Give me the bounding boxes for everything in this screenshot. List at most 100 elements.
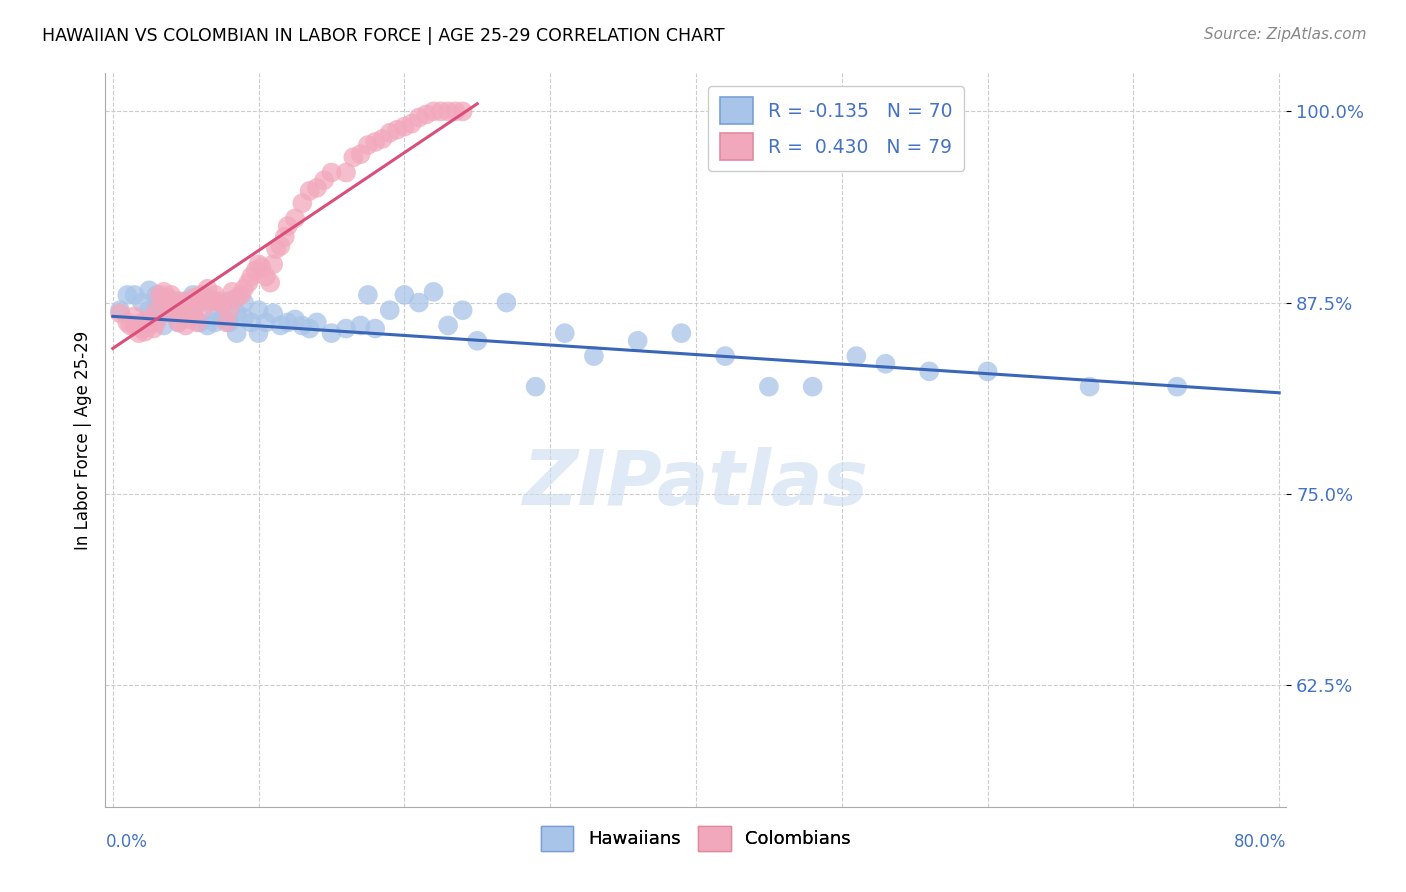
Point bbox=[554, 326, 576, 340]
Point bbox=[437, 104, 460, 119]
Point bbox=[245, 263, 267, 277]
Point bbox=[378, 126, 401, 140]
Point bbox=[298, 184, 321, 198]
Point bbox=[160, 304, 183, 318]
Point bbox=[117, 288, 139, 302]
Point bbox=[197, 318, 219, 333]
Point bbox=[394, 120, 416, 134]
Point bbox=[495, 295, 517, 310]
Point bbox=[138, 318, 160, 333]
Point bbox=[335, 165, 357, 179]
Text: Source: ZipAtlas.com: Source: ZipAtlas.com bbox=[1204, 27, 1367, 42]
Point bbox=[160, 288, 183, 302]
Y-axis label: In Labor Force | Age 25-29: In Labor Force | Age 25-29 bbox=[73, 331, 91, 549]
Point bbox=[247, 257, 270, 271]
Point bbox=[145, 288, 167, 302]
Point bbox=[124, 288, 146, 302]
Point bbox=[437, 318, 460, 333]
Point bbox=[148, 288, 170, 302]
Point bbox=[218, 315, 240, 329]
Point bbox=[138, 283, 160, 297]
Point bbox=[181, 303, 204, 318]
Point bbox=[128, 326, 150, 340]
Point bbox=[284, 312, 307, 326]
Point bbox=[134, 325, 156, 339]
Point bbox=[160, 306, 183, 320]
Point bbox=[627, 334, 650, 348]
Point bbox=[167, 315, 190, 329]
Point bbox=[364, 135, 387, 149]
Point bbox=[401, 117, 423, 131]
Point bbox=[152, 293, 174, 308]
Point bbox=[215, 315, 238, 329]
Point bbox=[174, 295, 197, 310]
Point bbox=[188, 295, 211, 310]
Point bbox=[181, 306, 204, 320]
Point bbox=[174, 306, 197, 320]
Point bbox=[364, 321, 387, 335]
Point bbox=[875, 357, 897, 371]
Point bbox=[277, 315, 299, 329]
Point bbox=[342, 150, 364, 164]
Point bbox=[152, 318, 174, 333]
Point bbox=[174, 318, 197, 333]
Point bbox=[671, 326, 693, 340]
Point bbox=[918, 364, 941, 378]
Point bbox=[108, 306, 131, 320]
Point bbox=[167, 297, 190, 311]
Point bbox=[238, 276, 260, 290]
Point bbox=[378, 303, 401, 318]
Point bbox=[181, 291, 204, 305]
Point bbox=[197, 291, 219, 305]
Point bbox=[247, 326, 270, 340]
Point bbox=[163, 300, 186, 314]
Point bbox=[274, 229, 297, 244]
Point bbox=[108, 303, 131, 318]
Text: HAWAIIAN VS COLOMBIAN IN LABOR FORCE | AGE 25-29 CORRELATION CHART: HAWAIIAN VS COLOMBIAN IN LABOR FORCE | A… bbox=[42, 27, 725, 45]
Point bbox=[179, 312, 201, 326]
Point bbox=[197, 282, 219, 296]
Point bbox=[233, 295, 256, 310]
Text: ZIPatlas: ZIPatlas bbox=[523, 447, 869, 521]
Point bbox=[124, 310, 146, 324]
Point bbox=[229, 288, 252, 302]
Point bbox=[465, 334, 488, 348]
Point bbox=[204, 315, 226, 329]
Point bbox=[250, 260, 273, 275]
Point bbox=[145, 310, 167, 325]
Point bbox=[305, 315, 328, 329]
Point bbox=[120, 318, 142, 333]
Point bbox=[204, 303, 226, 318]
Point bbox=[349, 147, 371, 161]
Point bbox=[451, 303, 474, 318]
Point bbox=[254, 269, 277, 284]
Point bbox=[233, 310, 256, 325]
Point bbox=[284, 211, 307, 226]
Point bbox=[145, 315, 167, 329]
Point bbox=[247, 303, 270, 318]
Point bbox=[188, 288, 211, 302]
Point bbox=[385, 122, 408, 136]
Point bbox=[145, 303, 167, 318]
Point bbox=[845, 349, 868, 363]
Point bbox=[1166, 379, 1188, 393]
Point bbox=[221, 285, 243, 299]
Point bbox=[305, 181, 328, 195]
Point bbox=[321, 326, 343, 340]
Point bbox=[758, 379, 780, 393]
Point bbox=[218, 293, 240, 308]
Point bbox=[124, 318, 146, 333]
Point bbox=[524, 379, 547, 393]
Point bbox=[254, 315, 277, 329]
Point bbox=[408, 295, 430, 310]
Point bbox=[277, 219, 299, 233]
Point bbox=[262, 257, 284, 271]
Point bbox=[371, 132, 394, 146]
Point bbox=[152, 285, 174, 299]
Point bbox=[211, 297, 233, 311]
Point bbox=[138, 312, 160, 326]
Point bbox=[204, 288, 226, 302]
Point bbox=[145, 300, 167, 314]
Point bbox=[201, 293, 224, 308]
Point bbox=[174, 293, 197, 308]
